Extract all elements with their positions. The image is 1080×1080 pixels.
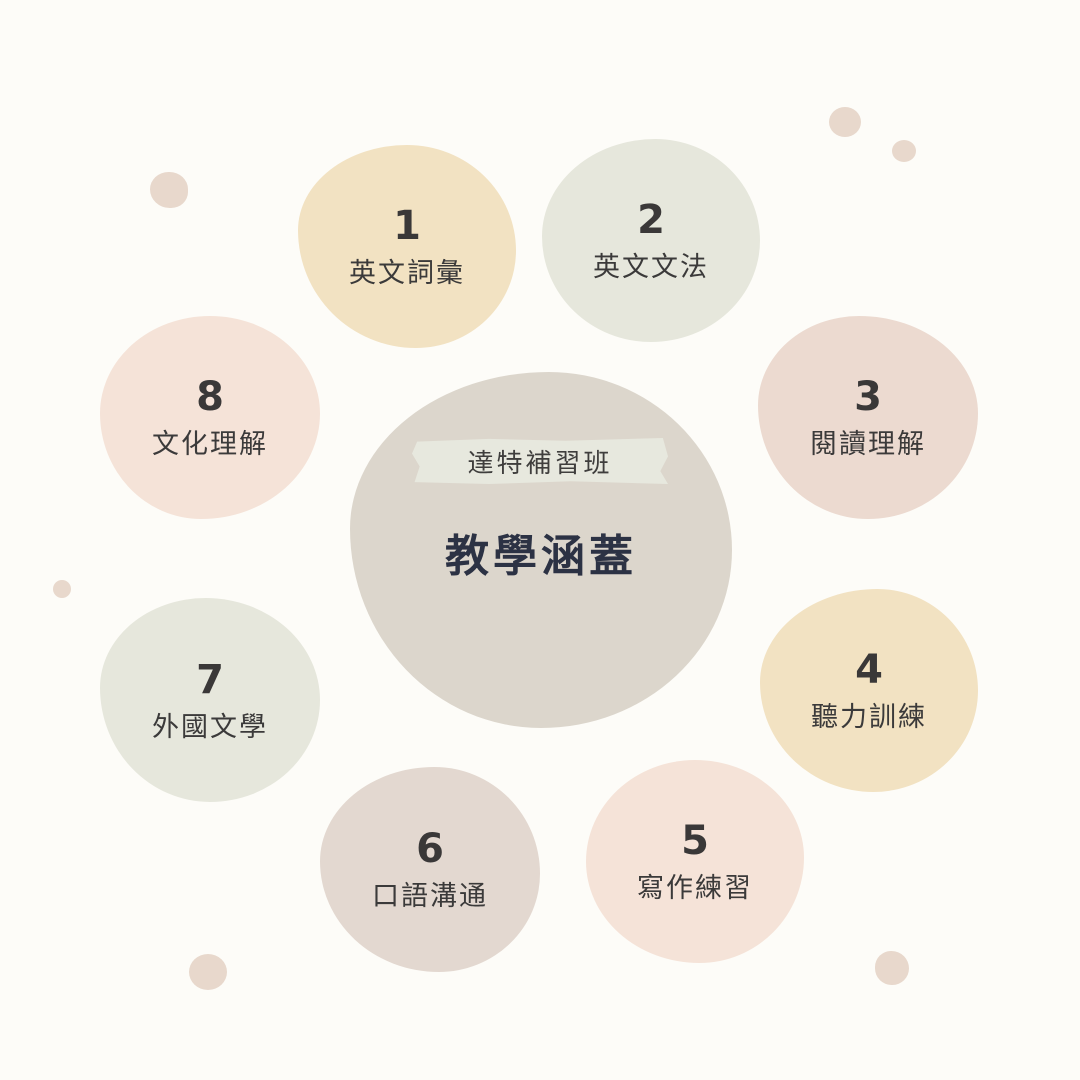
decorative-dot bbox=[150, 172, 188, 208]
topic-number: 7 bbox=[196, 656, 224, 703]
topic-label: 外國文學 bbox=[152, 711, 268, 743]
topic-number: 1 bbox=[393, 203, 421, 249]
topic-item-2: 2 英文文法 bbox=[542, 139, 760, 342]
decorative-dot bbox=[53, 580, 71, 598]
topic-number: 2 bbox=[637, 197, 665, 243]
topic-item-1: 1 英文詞彙 bbox=[298, 145, 516, 348]
decorative-dot bbox=[189, 954, 227, 990]
topic-label: 閱讀理解 bbox=[810, 429, 926, 460]
topic-number: 5 bbox=[681, 818, 709, 864]
topic-number: 3 bbox=[854, 374, 882, 420]
topic-label: 英文文法 bbox=[593, 252, 709, 283]
topic-item-5: 5 寫作練習 bbox=[586, 760, 804, 963]
decorative-dot bbox=[875, 951, 909, 985]
topic-item-4: 4 聽力訓練 bbox=[760, 589, 978, 792]
topic-item-8: 8 文化理解 bbox=[100, 316, 320, 519]
topic-label: 寫作練習 bbox=[637, 873, 753, 904]
center-title: 教學涵蓋 bbox=[445, 531, 637, 582]
decorative-dot bbox=[892, 140, 916, 162]
topic-item-6: 6 口語溝通 bbox=[320, 767, 540, 972]
topic-label: 口語溝通 bbox=[372, 881, 488, 912]
topic-item-3: 3 閱讀理解 bbox=[758, 316, 978, 519]
subtitle-banner bbox=[412, 438, 668, 484]
center-circle bbox=[350, 372, 732, 728]
topic-item-7: 7 外國文學 bbox=[100, 598, 320, 802]
topic-number: 8 bbox=[196, 374, 224, 420]
topic-label: 聽力訓練 bbox=[811, 702, 927, 733]
topic-label: 英文詞彙 bbox=[349, 258, 465, 289]
center-subtitle: 達特補習班 bbox=[467, 448, 613, 479]
topic-label: 文化理解 bbox=[152, 429, 268, 460]
decorative-dot bbox=[829, 107, 861, 137]
topic-number: 6 bbox=[416, 826, 444, 872]
topic-number: 4 bbox=[855, 647, 883, 693]
